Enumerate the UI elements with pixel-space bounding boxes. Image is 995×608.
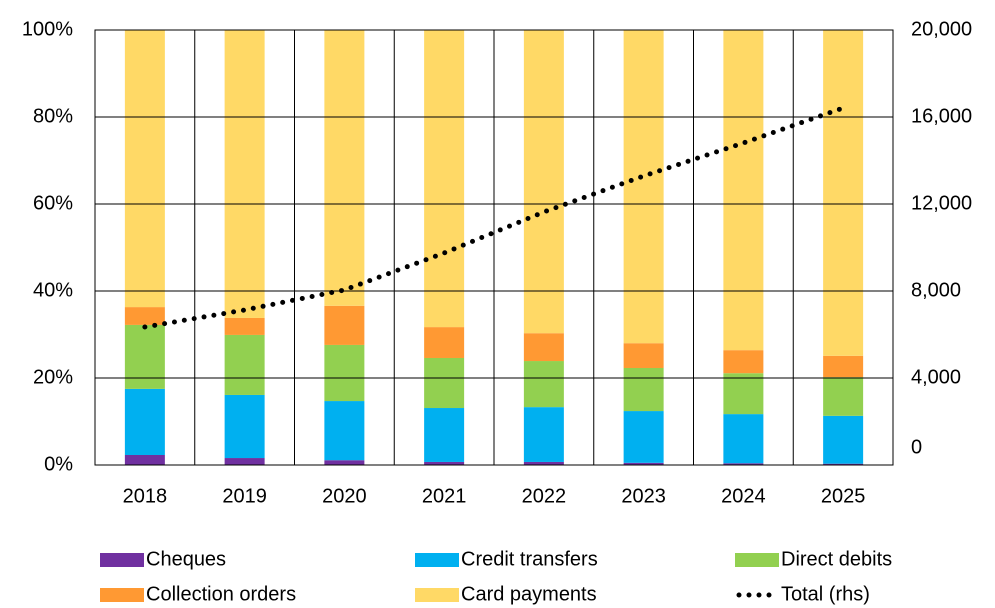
y2-tick-label: 20,000 xyxy=(911,18,972,40)
y2-tick-label: 0 xyxy=(911,436,922,458)
bar-segment xyxy=(124,30,165,308)
legend-swatch xyxy=(100,588,144,602)
legend-label: Cheques xyxy=(146,548,226,570)
bar-segment xyxy=(424,357,465,409)
bar-segment xyxy=(424,30,465,328)
bar-segment xyxy=(823,355,864,378)
legend-label: Direct debits xyxy=(781,548,892,570)
x-tick-label: 2023 xyxy=(621,485,666,507)
legend-label: Collection orders xyxy=(146,583,296,605)
bar-segment xyxy=(224,317,265,335)
bar-segment xyxy=(523,407,564,462)
bar-segment xyxy=(723,463,764,465)
bar-segment xyxy=(224,30,265,318)
plot-border xyxy=(94,29,894,466)
line-series xyxy=(142,105,846,330)
bar-segment xyxy=(523,461,564,465)
legend-swatch xyxy=(415,588,459,602)
bar-segment xyxy=(324,30,365,306)
bar-segment xyxy=(623,367,664,412)
bar-segment xyxy=(623,411,664,463)
legend-swatch xyxy=(735,553,779,567)
bar-segment xyxy=(324,344,365,402)
bar-segment xyxy=(623,343,664,368)
bar-segment xyxy=(424,461,465,465)
bar-segment xyxy=(124,307,165,325)
bar-segment xyxy=(723,373,764,415)
y2-tick-label: 16,000 xyxy=(911,105,972,127)
bar-segment xyxy=(723,30,764,351)
bar-segment xyxy=(823,377,864,416)
legend-label: Total (rhs) xyxy=(781,583,870,605)
bar-segment xyxy=(823,463,864,465)
y-tick-label: 40% xyxy=(33,279,73,301)
y2-tick-label: 12,000 xyxy=(911,192,972,214)
x-tick-label: 2018 xyxy=(123,485,168,507)
y-tick-label: 80% xyxy=(33,105,73,127)
x-tick-label: 2024 xyxy=(721,485,766,507)
y2-tick-label: 8,000 xyxy=(911,279,961,301)
bar-segment xyxy=(324,305,365,345)
bar-segment xyxy=(124,454,165,465)
bar-segment xyxy=(523,30,564,334)
bar-segment xyxy=(523,361,564,408)
y-tick-label: 100% xyxy=(22,18,73,40)
bar-segment xyxy=(124,388,165,455)
y-tick-label: 20% xyxy=(33,366,73,388)
bar-segment xyxy=(224,458,265,465)
bar-segment xyxy=(723,350,764,374)
y-tick-label: 60% xyxy=(33,192,73,214)
bar-segment xyxy=(124,324,165,389)
bar-segment xyxy=(623,462,664,465)
legend-swatch xyxy=(415,553,459,567)
legend-label: Card payments xyxy=(461,583,597,605)
bar-segment xyxy=(523,333,564,362)
bar-segment xyxy=(723,414,764,464)
bar-segment xyxy=(424,408,465,462)
bar-segment xyxy=(424,327,465,358)
legend-swatch xyxy=(100,553,144,567)
y2-tick-label: 4,000 xyxy=(911,366,961,388)
bar-segment xyxy=(324,401,365,461)
x-tick-label: 2020 xyxy=(322,485,367,507)
x-tick-label: 2019 xyxy=(222,485,267,507)
y-tick-label: 0% xyxy=(44,453,73,475)
x-tick-label: 2022 xyxy=(522,485,567,507)
x-tick-label: 2025 xyxy=(821,485,866,507)
bar-segment xyxy=(224,334,265,395)
x-tick-label: 2021 xyxy=(422,485,467,507)
bar-segment xyxy=(623,30,664,344)
bar-segment xyxy=(324,460,365,465)
bar-segment xyxy=(823,415,864,464)
legend-label: Credit transfers xyxy=(461,548,598,570)
bar-segment xyxy=(224,394,265,459)
bar-segment xyxy=(823,30,864,356)
